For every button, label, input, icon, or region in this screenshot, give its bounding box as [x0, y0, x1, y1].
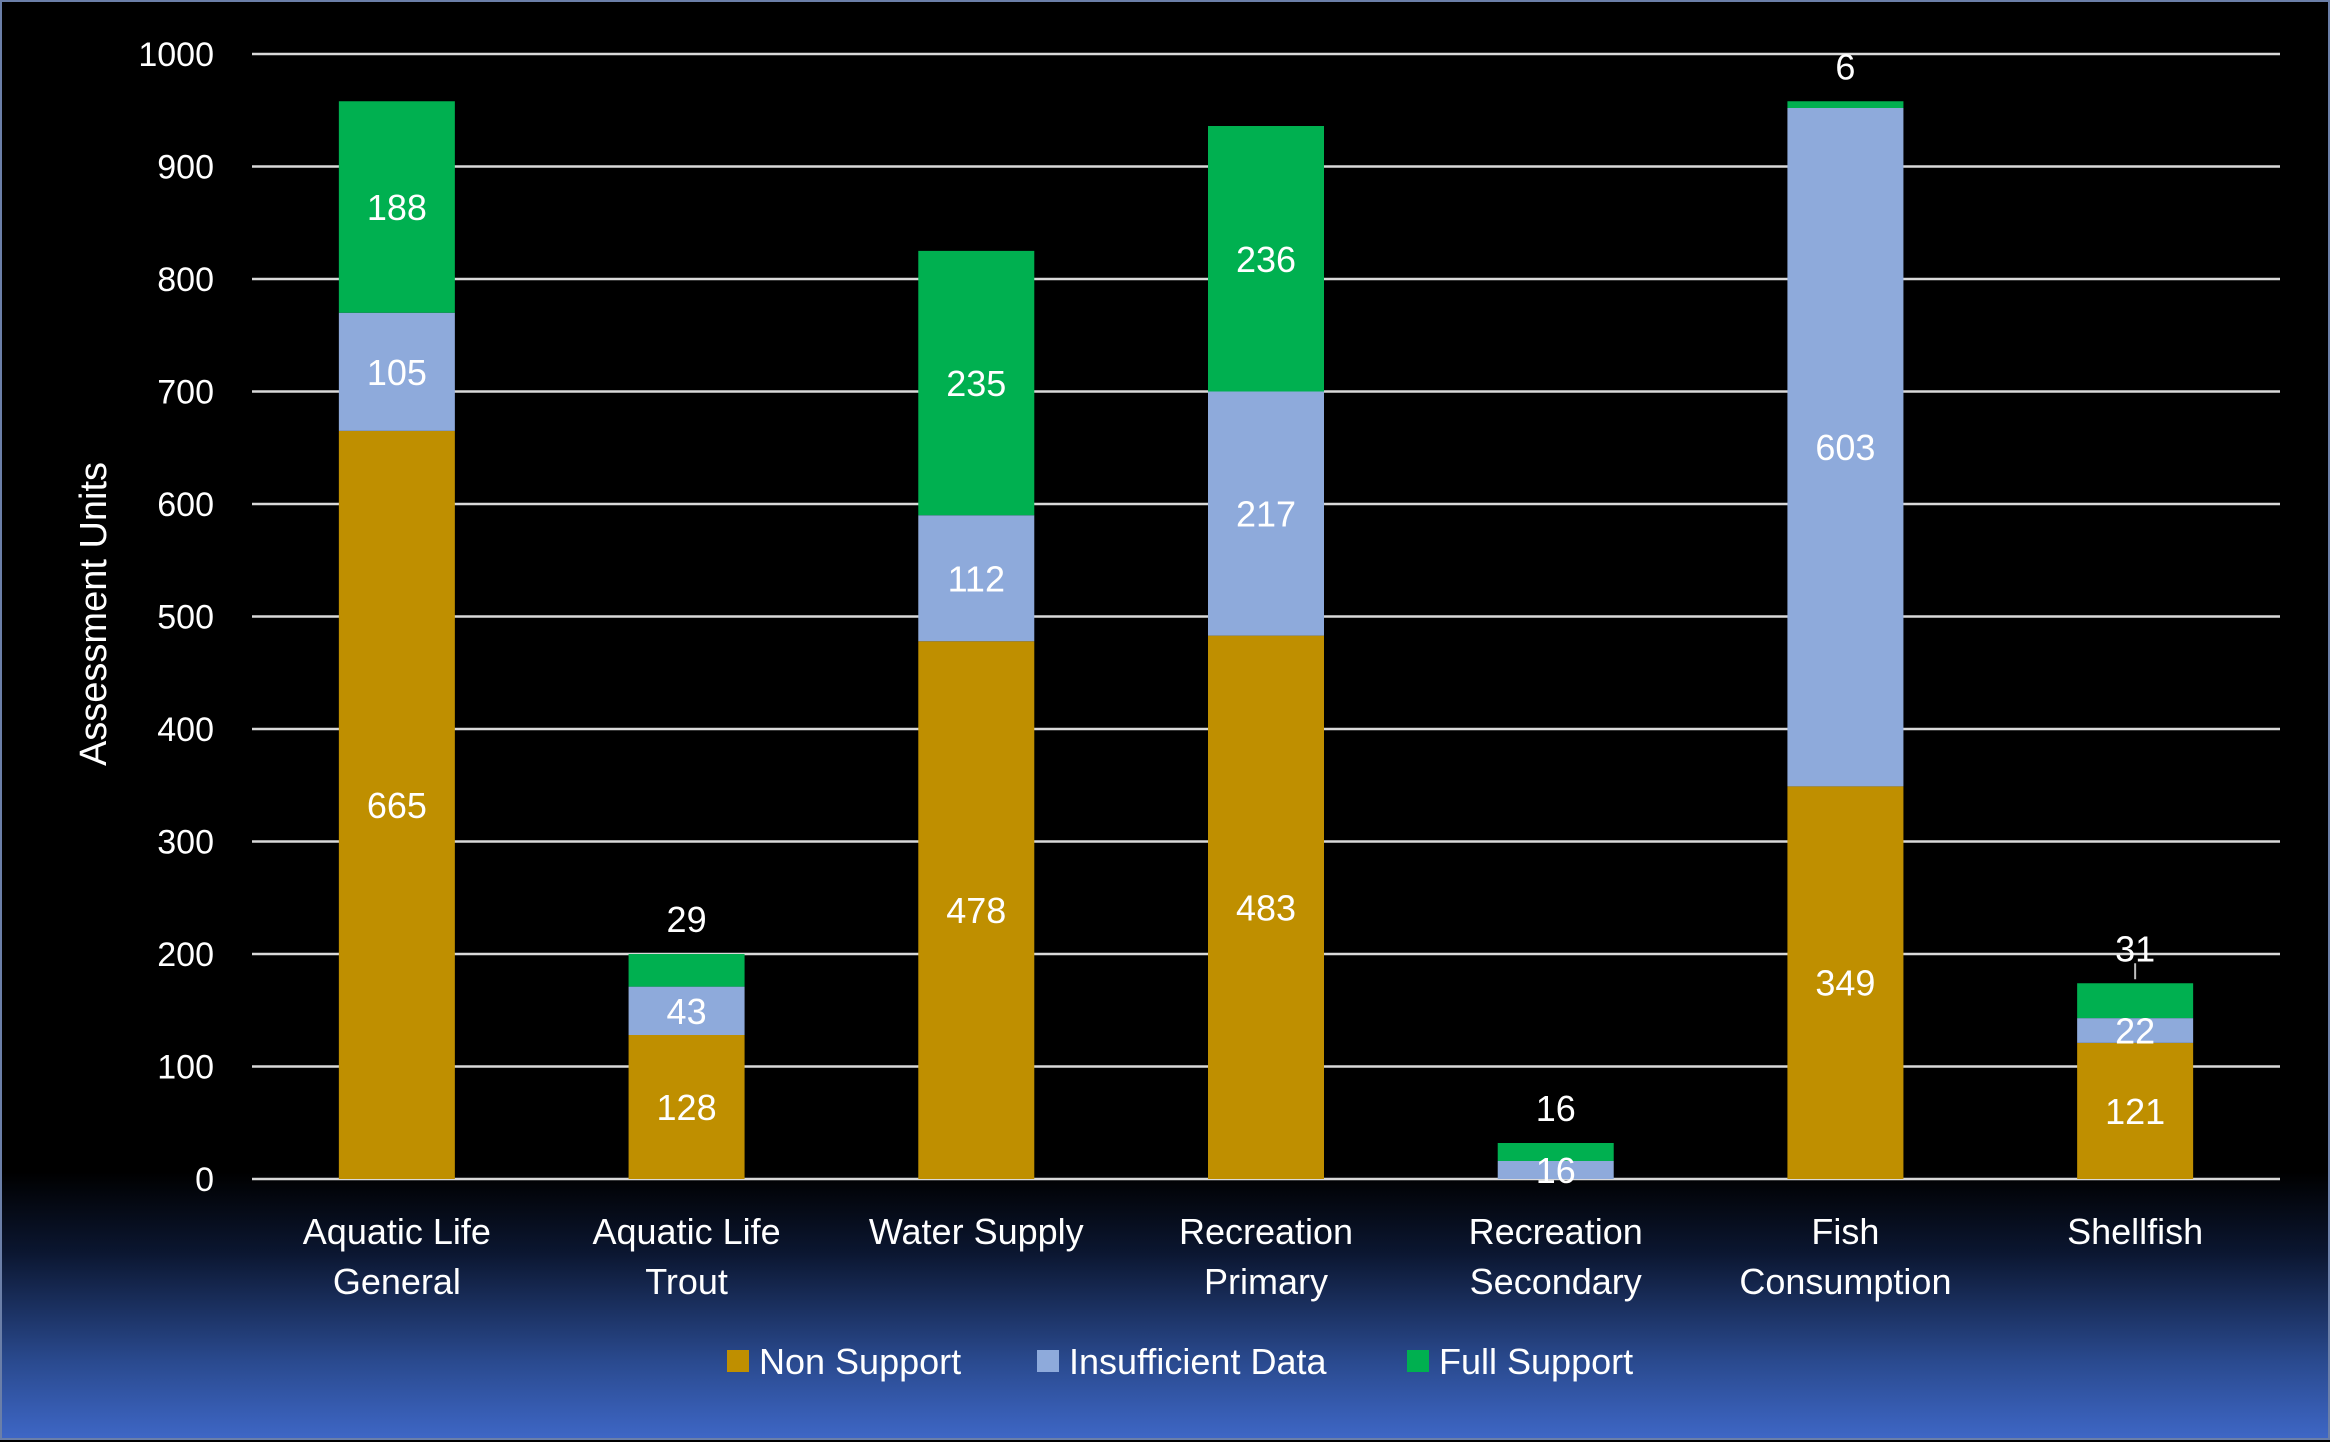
x-category-label: Fish [1811, 1211, 1879, 1252]
y-tick-label: 100 [157, 1049, 214, 1087]
bar-segment-insufficient-data [2077, 1018, 2194, 1043]
data-label: 217 [1236, 494, 1296, 535]
bar-segment-non-support [1787, 786, 1904, 1179]
x-category-label: Shellfish [2067, 1211, 2203, 1252]
y-tick-label: 1000 [138, 36, 214, 74]
data-label: 603 [1815, 427, 1875, 468]
legend-swatch [1407, 1350, 1429, 1372]
data-label: 478 [946, 890, 1006, 931]
bar-segment-insufficient-data [1497, 1161, 1614, 1179]
x-category-label: Recreation [1179, 1211, 1353, 1252]
bar-segment-non-support [338, 430, 455, 1179]
data-label: 188 [367, 187, 427, 228]
data-labels: 665 105 188 128 43 29 478 112 235 483 217 236 16 16 34… [367, 46, 2165, 1191]
data-label: 236 [1236, 239, 1296, 280]
bar-segment-insufficient-data [338, 312, 455, 431]
bar-segment-insufficient-data [918, 515, 1035, 642]
bar-segment-non-support [1208, 635, 1324, 1179]
bar-segment-full-support [628, 954, 745, 987]
data-label: 112 [948, 558, 1005, 599]
bar-segment-insufficient-data [1208, 391, 1324, 636]
bar-segment-non-support [918, 641, 1035, 1179]
bar-segment-full-support [1208, 126, 1324, 392]
bar-segment-insufficient-data [628, 986, 745, 1035]
bar-segment-insufficient-data [1787, 108, 1904, 787]
y-axis-ticks: 0 100 200 300 400 500 600 700 800 900 1000 [138, 36, 214, 1199]
data-label: 349 [1815, 963, 1875, 1004]
bar-segment-full-support [1497, 1143, 1614, 1161]
data-label: 29 [667, 899, 707, 940]
bar-segment-full-support [2077, 983, 2194, 1019]
legend-label: Full Support [1439, 1341, 1633, 1382]
data-label: 665 [367, 785, 427, 826]
y-axis-title: Assessment Units [73, 462, 115, 766]
data-label: 235 [946, 363, 1006, 404]
data-label: 16 [1536, 1088, 1576, 1129]
x-category-label: Consumption [1739, 1261, 1951, 1302]
y-tick-label: 400 [157, 711, 214, 749]
legend-label: Insufficient Data [1069, 1341, 1327, 1382]
x-category-label: Trout [645, 1261, 728, 1302]
legend-swatch [727, 1350, 749, 1372]
y-tick-label: 700 [157, 374, 214, 412]
y-tick-label: 800 [157, 261, 214, 299]
data-label: 483 [1236, 887, 1296, 928]
legend: Non Support Insufficient Data Full Support [727, 1341, 1633, 1382]
legend-label: Non Support [759, 1341, 961, 1382]
data-label: 31 [2115, 928, 2155, 969]
y-tick-label: 500 [157, 599, 214, 637]
x-category-label: Water Supply [869, 1211, 1084, 1252]
bar-segment-full-support [918, 250, 1035, 516]
data-label: 121 [2105, 1091, 2165, 1132]
x-axis-categories: Aquatic Life General Aquatic Life Trout Wate… [303, 1211, 2203, 1302]
x-category-label: General [333, 1261, 461, 1302]
x-category-label: Aquatic Life [303, 1211, 491, 1252]
data-label: 6 [1835, 46, 1855, 87]
bar-segment-non-support [2077, 1042, 2194, 1179]
y-tick-label: 600 [157, 486, 214, 524]
data-label: 128 [657, 1087, 717, 1128]
bar-segment-non-support [628, 1035, 745, 1179]
x-category-label: Recreation [1469, 1211, 1643, 1252]
y-tick-label: 900 [157, 149, 214, 187]
y-tick-label: 0 [195, 1161, 214, 1199]
y-tick-label: 300 [157, 824, 214, 862]
y-tick-label: 200 [157, 936, 214, 974]
data-label: 43 [667, 991, 707, 1032]
data-label: 16 [1536, 1150, 1576, 1191]
data-label: 105 [367, 352, 427, 393]
bar-segment-full-support [338, 101, 455, 313]
x-category-label: Primary [1204, 1261, 1328, 1302]
x-category-label: Aquatic Life [593, 1211, 781, 1252]
x-category-label: Secondary [1470, 1261, 1642, 1302]
data-label: 22 [2115, 1011, 2155, 1052]
legend-swatch [1037, 1350, 1059, 1372]
bar-segment-full-support [1787, 101, 1904, 108]
bars [338, 101, 2194, 1179]
